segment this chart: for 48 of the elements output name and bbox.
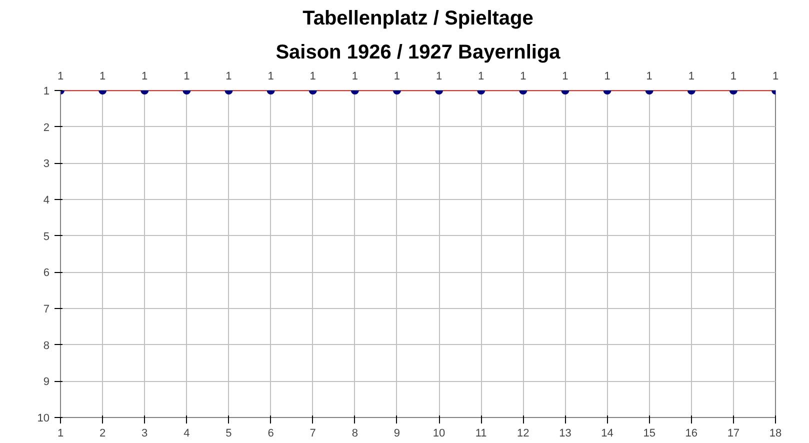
x-tick-label: 11: [475, 428, 487, 440]
data-label: 1: [268, 70, 274, 82]
data-label: 1: [520, 70, 526, 82]
x-tick-label: 10: [432, 428, 446, 440]
x-tick-label: 1: [57, 428, 64, 440]
data-label: 1: [772, 70, 779, 82]
x-tick-label: 17: [727, 428, 740, 440]
data-label: 1: [562, 70, 568, 82]
y-tick-label: 3: [43, 158, 50, 170]
data-label: 1: [310, 70, 316, 82]
data-label: 1: [604, 70, 610, 82]
y-tick-label: 1: [43, 86, 50, 98]
x-tick-label: 4: [184, 428, 190, 440]
x-tick-label: 9: [394, 428, 400, 440]
data-label: 1: [688, 70, 694, 82]
data-label: 1: [436, 70, 442, 82]
chart-subtitle: Saison 1926 / 1927 Bayernliga: [276, 42, 562, 64]
data-label: 1: [142, 70, 148, 82]
y-tick-label: 4: [43, 194, 50, 206]
y-tick-label: 8: [43, 340, 50, 352]
data-label: 1: [478, 70, 484, 82]
x-tick-label: 2: [100, 428, 106, 440]
data-label: 1: [352, 70, 358, 82]
data-label: 1: [100, 70, 106, 82]
y-tick-label: 7: [43, 304, 50, 316]
x-tick-label: 13: [559, 428, 572, 440]
y-tick-label: 9: [43, 376, 50, 388]
y-tick-label: 5: [43, 230, 50, 243]
data-label: 1: [646, 70, 652, 82]
data-label: 1: [184, 70, 190, 82]
x-tick-label: 3: [142, 428, 148, 440]
x-tick-label: 12: [517, 428, 530, 440]
y-tick-label: 2: [43, 122, 50, 134]
x-tick-label: 16: [685, 428, 698, 440]
x-tick-label: 8: [352, 428, 358, 440]
data-label: 1: [226, 70, 232, 82]
x-tick-label: 5: [226, 428, 232, 440]
data-label: 1: [57, 70, 64, 82]
y-tick-label: 6: [43, 267, 50, 280]
y-tick-label: 10: [37, 412, 50, 424]
x-tick-label: 6: [268, 428, 274, 440]
chart-title: Tabellenplatz / Spieltage: [302, 8, 534, 30]
x-tick-label: 15: [643, 428, 656, 440]
data-label: 1: [730, 70, 737, 82]
data-label: 1: [394, 70, 400, 82]
x-tick-label: 14: [601, 428, 614, 440]
x-tick-label: 18: [769, 428, 782, 440]
x-tick-label: 7: [310, 428, 316, 440]
